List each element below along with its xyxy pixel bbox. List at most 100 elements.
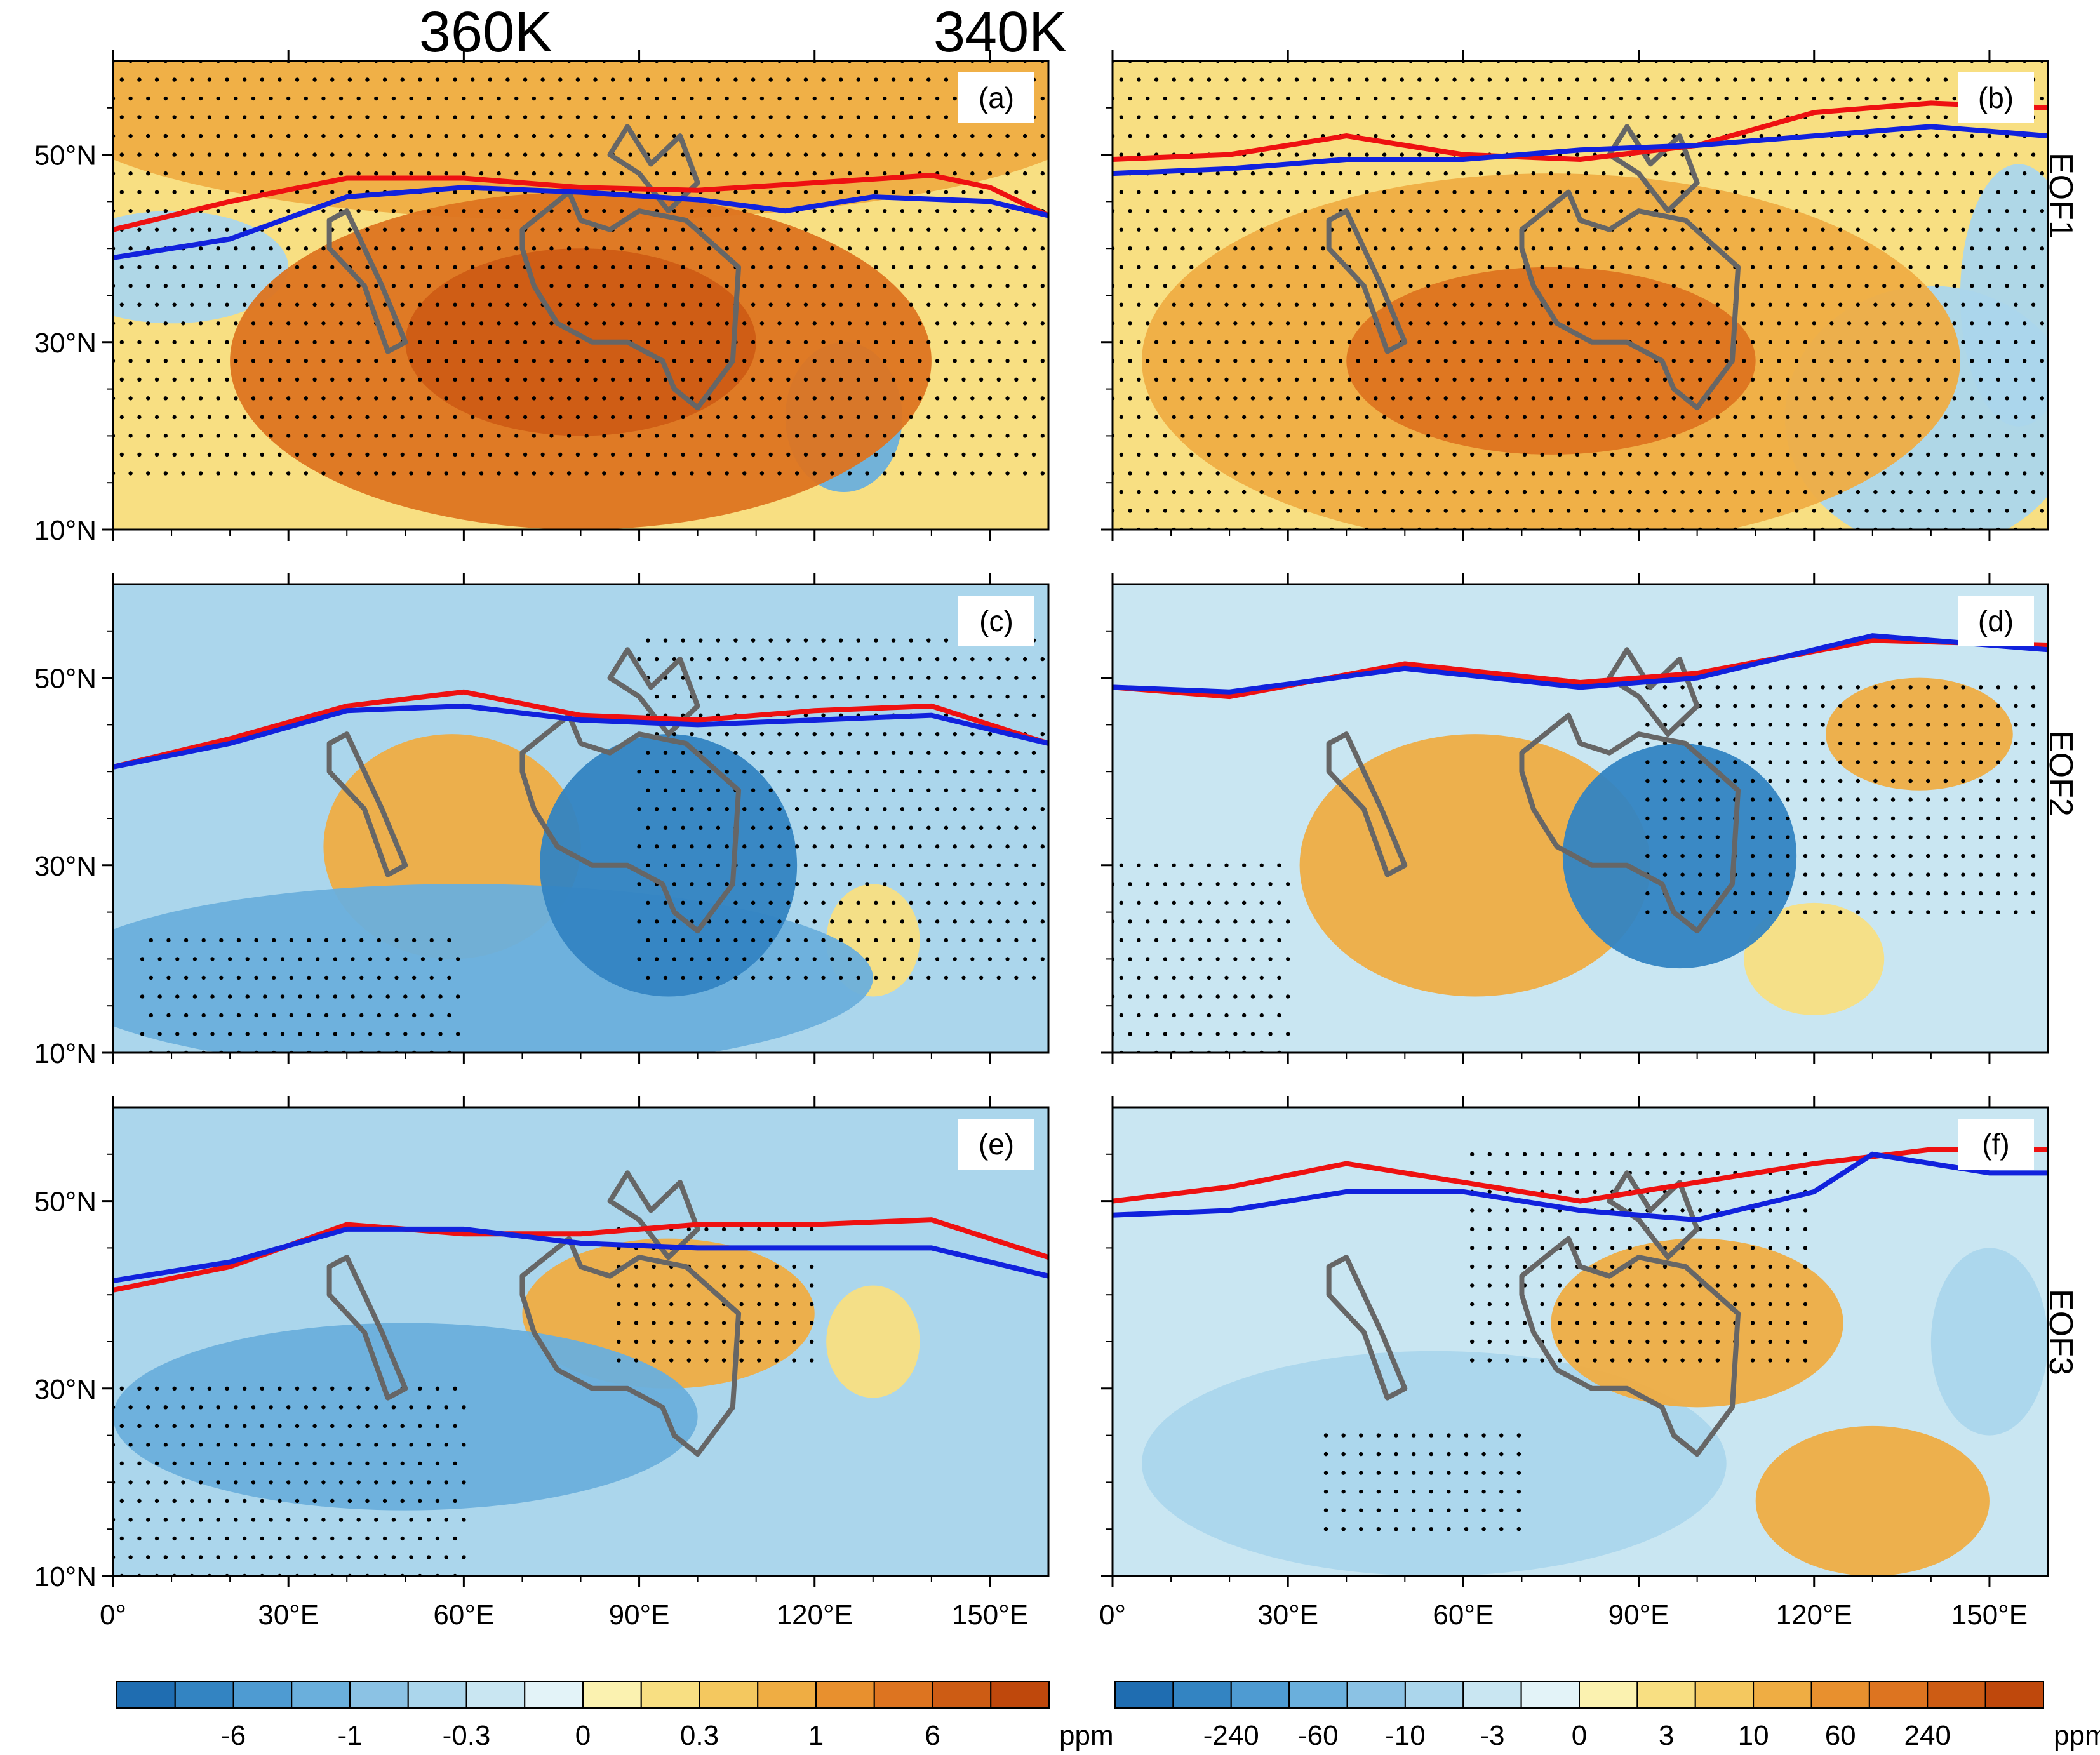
blue-line-series xyxy=(113,1226,1048,1284)
red-line-series xyxy=(1113,100,2048,162)
colorbar-swatch xyxy=(757,1681,817,1709)
region-outline xyxy=(1607,1170,1700,1260)
field-anomaly xyxy=(113,1323,698,1511)
region-outline xyxy=(519,712,742,934)
panel-label: (d) xyxy=(1978,604,2014,637)
colorbar-tick-label: -60 xyxy=(1298,1720,1339,1751)
panel-label: (a) xyxy=(979,81,1014,114)
region-outline xyxy=(607,124,700,214)
region-outline xyxy=(1326,1255,1408,1401)
colorbar-swatch xyxy=(1346,1681,1406,1709)
region-outline xyxy=(1607,647,1700,737)
panel-label: (b) xyxy=(1978,81,2014,114)
region-outline xyxy=(1326,731,1408,878)
red-line-series xyxy=(1113,637,2048,700)
x-tick-label: 0° xyxy=(1099,1599,1126,1631)
region-outline xyxy=(519,1236,742,1457)
panel-d: (d) xyxy=(1101,573,2049,1064)
region-outline xyxy=(1607,124,1700,214)
panel-b: (b) xyxy=(1101,50,2049,541)
colorbar-swatch xyxy=(174,1681,234,1709)
colorbar-swatch xyxy=(1404,1681,1464,1709)
colorbar-340k: -240 -60 -10 -3 0 3 10 60 240 ppm xyxy=(1114,1681,2100,1751)
x-tick-label: 60°E xyxy=(1433,1599,1494,1631)
blue-line-series xyxy=(1113,124,2048,177)
significance-stipple xyxy=(1323,1433,1521,1531)
y-tick-label: 30°N xyxy=(34,851,97,882)
colorbar-unit: ppm xyxy=(1059,1720,1114,1751)
colorbar-tick-label: -10 xyxy=(1385,1720,1426,1751)
colorbar-swatch xyxy=(582,1681,642,1709)
significance-stipple xyxy=(140,938,460,1053)
field-anomaly xyxy=(1755,1425,1990,1576)
colorbar-tick-label: -0.3 xyxy=(443,1720,491,1751)
colorbar-swatch xyxy=(1288,1681,1348,1709)
colorbar-swatch xyxy=(699,1681,759,1709)
region-outline xyxy=(1326,208,1408,354)
y-tick-label: 30°N xyxy=(34,1374,97,1405)
panel-label-box xyxy=(1958,1119,2034,1170)
panel-label-box xyxy=(1958,596,2034,646)
colorbar-swatch xyxy=(116,1681,176,1709)
colorbar-swatch xyxy=(1927,1681,1986,1709)
colorbar-tick-label: 6 xyxy=(925,1720,940,1751)
colorbar-swatch xyxy=(1520,1681,1580,1709)
colorbar-tick-label: 0.3 xyxy=(680,1720,719,1751)
significance-stipple xyxy=(637,638,1045,980)
colorbar-tick-label: 1 xyxy=(808,1720,824,1751)
field-anomaly xyxy=(1562,743,1797,969)
x-tick-label: 150°E xyxy=(1951,1599,2028,1631)
colorbar-swatch xyxy=(232,1681,293,1709)
field-anomaly xyxy=(1142,1351,1727,1576)
colorbar-tick-label: -1 xyxy=(337,1720,362,1751)
field-anomaly xyxy=(405,248,756,436)
region-outline xyxy=(607,1170,700,1260)
red-line-series xyxy=(113,173,1048,232)
significance-stipple xyxy=(1113,863,1290,1053)
colorbar-swatch xyxy=(1114,1681,1174,1709)
region-outline xyxy=(519,189,742,411)
colorbar-swatch xyxy=(640,1681,700,1709)
colorbar-swatch xyxy=(873,1681,933,1709)
panel-label-box xyxy=(958,596,1034,646)
panel-label: (c) xyxy=(979,604,1013,637)
colorbar-swatch xyxy=(1636,1681,1696,1709)
colorbar-tick-label: 10 xyxy=(1738,1720,1769,1751)
y-tick-label: 50°N xyxy=(34,140,97,171)
x-tick-label: 90°E xyxy=(1608,1599,1669,1631)
field-anomaly xyxy=(540,734,798,997)
red-line-series xyxy=(1113,1147,2048,1204)
colorbar-tick-label: 240 xyxy=(1904,1720,1951,1751)
panel-e: 0° 30°E 60°E 90°E 120°E 150°E 10°N 30°N 50°N (e) xyxy=(34,1096,1050,1631)
region-outline xyxy=(1519,1236,1741,1457)
colorbar-swatch xyxy=(1172,1681,1232,1709)
colorbar-swatch xyxy=(990,1681,1050,1709)
blue-line-series xyxy=(1113,1151,2048,1223)
colorbar-unit: ppm xyxy=(2054,1720,2100,1751)
colorbar-swatch xyxy=(815,1681,875,1709)
significance-stipple xyxy=(113,1386,466,1576)
blue-line-series xyxy=(1113,633,2048,695)
panel-label-box xyxy=(958,72,1034,123)
colorbar-swatch xyxy=(1868,1681,1929,1709)
colorbar-360k: -6 -1 -0.3 0 0.3 1 6 ppm xyxy=(116,1681,1114,1751)
colorbar-tick-label: 0 xyxy=(1572,1720,1587,1751)
y-tick-label: 10°N xyxy=(34,1038,97,1069)
x-tick-label: 60°E xyxy=(433,1599,494,1631)
colorbar-swatch xyxy=(465,1681,526,1709)
y-tick-label: 50°N xyxy=(34,664,97,695)
colorbar-swatch xyxy=(291,1681,351,1709)
colorbar-swatch xyxy=(349,1681,409,1709)
y-tick-label: 10°N xyxy=(34,1561,97,1592)
panel-a: 10°N 30°N 50°N (a) xyxy=(34,50,1050,546)
x-tick-label: 120°E xyxy=(777,1599,853,1631)
blue-line-series xyxy=(113,185,1048,260)
y-tick-label: 50°N xyxy=(34,1187,97,1218)
colorbar-tick-label: -6 xyxy=(221,1720,246,1751)
field-anomaly xyxy=(1744,902,1885,1015)
colorbar-swatch xyxy=(1810,1681,1870,1709)
colorbar-swatch xyxy=(524,1681,584,1709)
column-title-340k: 340K xyxy=(933,1,1067,64)
colorbar-swatch xyxy=(1753,1681,1812,1709)
